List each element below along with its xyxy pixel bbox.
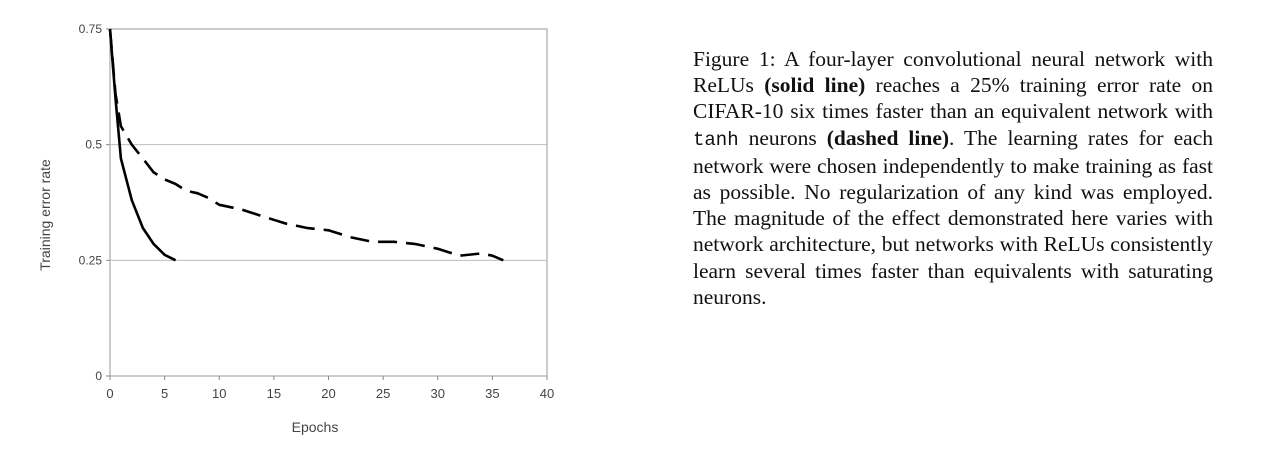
caption-text-3: neurons xyxy=(738,125,827,150)
grid-lines xyxy=(106,28,548,380)
x-tick-label: 10 xyxy=(212,386,226,401)
x-tick-label: 5 xyxy=(161,386,168,401)
caption-label: Figure 1: xyxy=(693,47,776,71)
y-tick-label: 0.75 xyxy=(79,22,103,36)
x-tick-labels: 0 5 10 15 20 25 30 35 40 xyxy=(106,386,554,401)
y-tick-label: 0 xyxy=(95,369,102,383)
x-tick-label: 20 xyxy=(321,386,335,401)
x-axis-label: Epochs xyxy=(292,419,339,435)
x-tick-label: 0 xyxy=(106,386,113,401)
series-lines xyxy=(108,28,504,262)
x-tick-label: 15 xyxy=(267,386,281,401)
caption-text-4: . The learning rates for each network we… xyxy=(693,125,1213,309)
caption-text-2: reaches a 25% training error rate on CIF… xyxy=(693,73,1214,124)
y-tick-label: 0.5 xyxy=(85,138,102,152)
caption-dashed-line: (dashed line) xyxy=(826,125,950,150)
y-tick-label: 0.25 xyxy=(79,253,103,267)
plot-frame xyxy=(109,28,548,377)
series-line-solid xyxy=(108,28,177,262)
x-tick-label: 40 xyxy=(540,386,554,401)
figure-caption: Figure 1: A four-layer convolutional neu… xyxy=(693,46,1213,310)
x-tick-label: 35 xyxy=(485,386,499,401)
caption-text-1: A four-layer convolutional neural networ… xyxy=(693,47,1214,98)
caption-tanh: tanh xyxy=(693,128,739,151)
y-tick-labels: 0 0.25 0.5 0.75 xyxy=(79,22,103,383)
caption-solid-line: (solid line) xyxy=(764,73,866,98)
y-axis-label: Training error rate xyxy=(37,159,53,271)
x-tick-label: 25 xyxy=(376,386,390,401)
training-error-chart: 0 0.25 0.5 0.75 0 5 10 15 20 25 30 35 40 Epochs Tra… xyxy=(37,22,554,435)
series-line-dashed xyxy=(108,28,504,262)
x-tick-label: 30 xyxy=(431,386,445,401)
